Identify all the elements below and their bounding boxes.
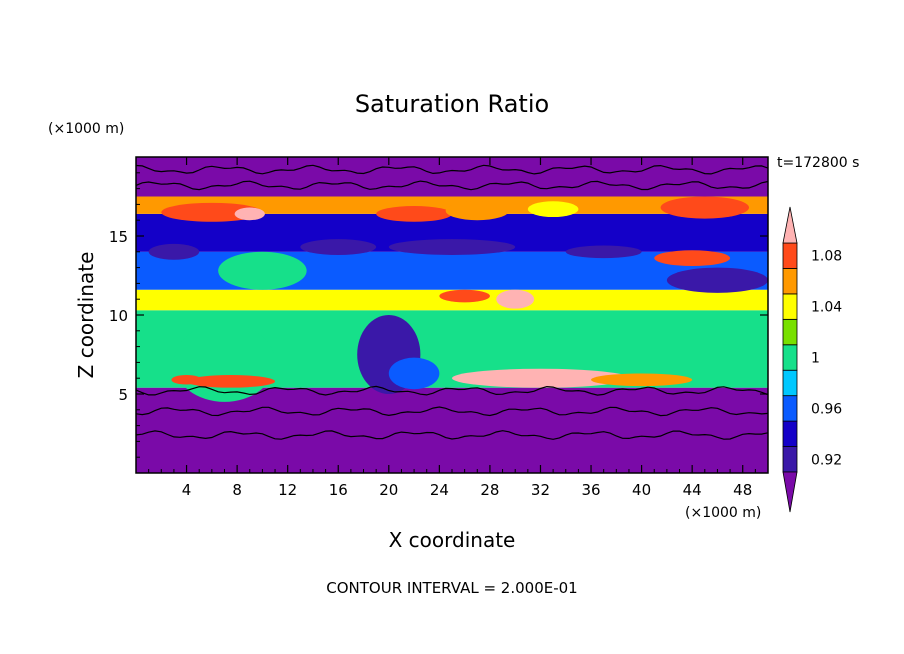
x-tick-label-36: 36 [581,481,600,499]
x-axis-label: X coordinate [389,528,516,552]
colorbar: 0.92 0.96 1 1.04 1.08 [782,206,842,513]
chart-title: Saturation Ratio [355,90,549,118]
x-tick-label-8: 8 [232,481,242,499]
time-label: t=172800 s [777,155,859,171]
colorbar-box-0 [782,446,798,473]
colorbar-box-8 [782,242,798,269]
x-axis-ticks: 4 8 12 16 20 24 28 32 36 40 44 48 [148,157,756,499]
field-patch-11 [148,243,200,260]
colorbar-box-3 [782,369,798,397]
x-tick-label-28: 28 [480,481,499,499]
x-tick-label-20: 20 [379,481,398,499]
field-patch-9 [654,250,731,267]
field-patch-13 [496,289,535,309]
field-patch-19 [591,373,693,387]
contour-label-3: 1.20 [613,0,644,4]
field-patch-21 [171,375,202,385]
colorbar-label-1: 0.96 [811,401,842,417]
contour-interval-footer: CONTOUR INTERVAL = 2.000E-01 [326,579,577,597]
plot-area: 0.800.400.801.20 [135,0,769,474]
x-tick-label-4: 4 [182,481,192,499]
field-patch-18 [451,368,629,388]
x-tick-label-48: 48 [733,481,752,499]
field-patch-10 [666,267,768,293]
contour-line-3 [136,406,768,417]
y-unit-label: (×1000 m) [48,121,124,137]
saturation-field [136,157,768,473]
field-patch-12 [218,251,307,290]
field-patch-6 [300,239,377,255]
field-patch-2 [376,205,452,222]
x-tick-label-40: 40 [632,481,651,499]
x-tick-label-32: 32 [531,481,550,499]
field-patch-4 [527,201,579,218]
field-patch-14 [439,289,490,303]
field-patch-3 [445,201,509,221]
colorbar-label-3: 1.04 [811,300,842,316]
colorbar-bottom-arrow [782,471,798,513]
field-patch-17 [388,357,440,390]
colorbar-label-4: 1.08 [811,249,842,265]
colorbar-top-arrow [782,206,798,244]
x-tick-label-44: 44 [683,481,702,499]
field-band-0 [136,387,768,473]
colorbar-box-6 [782,293,798,320]
contour-line-1 [136,164,768,175]
field-patch-5 [660,196,750,219]
x-tick-label-12: 12 [278,481,297,499]
colorbar-box-7 [782,268,798,295]
y-axis-label: Z coordinate [74,252,98,379]
y-tick-label-10: 10 [109,307,128,325]
colorbar-label-2: 1 [811,351,820,367]
contour-lines [136,164,768,440]
y-tick-label-15: 15 [109,228,128,246]
colorbar-label-0: 0.92 [811,452,842,468]
field-patch-1 [234,207,265,221]
colorbar-box-1 [782,420,798,447]
contour-label-2: 0.80 [367,0,398,4]
contour-label-1: 0.40 [329,0,360,4]
field-patch-8 [565,245,642,259]
colorbar-box-5 [782,318,798,346]
y-axis-ticks: 5 10 15 [109,172,768,458]
contour-line-0 [136,180,768,191]
contour-line-2 [136,385,768,396]
field-patch-20 [186,375,276,388]
colorbar-box-2 [782,395,798,422]
x-tick-label-24: 24 [430,481,449,499]
contour-line-4 [136,430,768,440]
x-tick-label-16: 16 [329,481,348,499]
x-unit-label: (×1000 m) [685,505,761,521]
contour-label-0: 0.80 [316,0,347,4]
y-tick-label-5: 5 [118,386,128,404]
field-patch-7 [388,239,516,255]
field-band-6 [136,157,768,197]
contour-labels: 0.800.400.801.20 [316,0,644,4]
colorbar-box-4 [782,344,798,371]
